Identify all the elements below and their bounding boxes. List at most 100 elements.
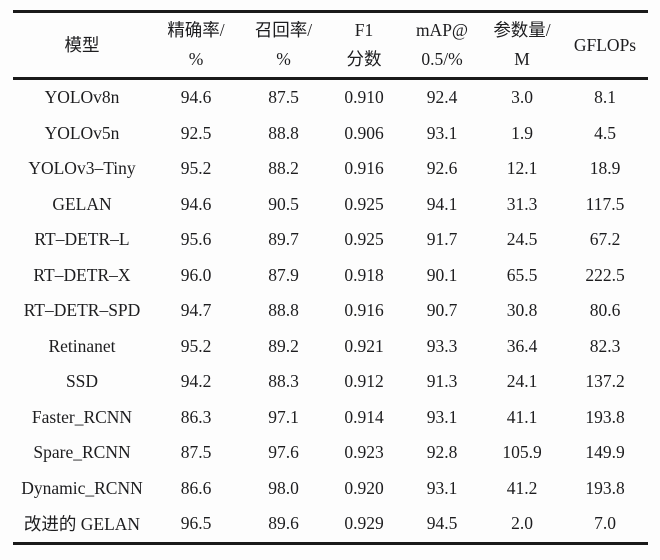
table-cell: 0.910 bbox=[344, 87, 384, 108]
table-cell: 94.7 bbox=[180, 300, 212, 321]
table-cell: 105.9 bbox=[502, 442, 542, 463]
table-cell: 88.2 bbox=[268, 158, 299, 179]
table-row: SSD 94.2 88.3 0.912 91.3 24.1 137.2 bbox=[13, 364, 648, 400]
table-cell: 0.921 bbox=[344, 335, 384, 356]
table-cell: 98.0 bbox=[268, 477, 299, 498]
table-cell: 0.923 bbox=[344, 442, 384, 463]
table-cell: 94.6 bbox=[180, 193, 212, 214]
table-row: YOLOv3–Tiny 95.2 88.2 0.916 92.6 12.1 18… bbox=[13, 151, 648, 187]
header-label: % bbox=[188, 49, 204, 69]
table-cell: 0.914 bbox=[344, 406, 384, 427]
header-cell-params: 参数量/ M bbox=[482, 13, 562, 77]
table-cell: 0.920 bbox=[344, 477, 384, 498]
table-cell: 31.3 bbox=[506, 193, 538, 214]
header-cell-f1: F1 分数 bbox=[326, 13, 402, 77]
table-row: 改进的 GELAN 96.5 89.6 0.929 94.5 2.0 7.0 bbox=[13, 506, 648, 542]
table-cell: 0.925 bbox=[344, 229, 384, 250]
model-name-cell: RT–DETR–L bbox=[34, 229, 130, 250]
table-top-rule bbox=[13, 10, 648, 13]
table-cell: 4.5 bbox=[594, 122, 616, 143]
table-cell: 41.2 bbox=[506, 477, 538, 498]
table-cell: 96.5 bbox=[180, 513, 212, 534]
table-cell: 0.916 bbox=[344, 300, 384, 321]
table-cell: 90.5 bbox=[268, 193, 299, 214]
table-cell: 0.918 bbox=[344, 264, 384, 285]
header-label: 参数量/ bbox=[493, 20, 551, 40]
table-cell: 97.6 bbox=[268, 442, 299, 463]
table-cell: 88.3 bbox=[268, 371, 299, 392]
header-label: mAP@ bbox=[415, 20, 469, 40]
table-cell: 89.6 bbox=[268, 513, 299, 534]
header-label: 精确率/ bbox=[167, 20, 225, 40]
table-cell: 36.4 bbox=[506, 335, 538, 356]
model-name-cell: Faster_RCNN bbox=[31, 406, 133, 427]
model-name-cell: RT–DETR–X bbox=[33, 264, 131, 285]
table-row: RT–DETR–SPD 94.7 88.8 0.916 90.7 30.8 80… bbox=[13, 293, 648, 329]
table-cell: 41.1 bbox=[506, 406, 538, 427]
table-cell: 0.925 bbox=[344, 193, 384, 214]
table-cell: 1.9 bbox=[511, 122, 533, 143]
table-cell: 0.912 bbox=[344, 371, 384, 392]
table-cell: 193.8 bbox=[585, 477, 625, 498]
header-label: F1 bbox=[354, 20, 374, 40]
table-body: YOLOv8n 94.6 87.5 0.910 92.4 3.0 8.1 YOL… bbox=[13, 80, 648, 542]
model-name-cell: Spare_RCNN bbox=[33, 442, 131, 463]
table-cell: 0.916 bbox=[344, 158, 384, 179]
table-cell: 137.2 bbox=[585, 371, 625, 392]
table-row: Faster_RCNN 86.3 97.1 0.914 93.1 41.1 19… bbox=[13, 400, 648, 436]
table-cell: 0.906 bbox=[344, 122, 384, 143]
model-name-cell: YOLOv8n bbox=[44, 87, 120, 108]
model-name-cell: 改进的 GELAN bbox=[23, 514, 141, 535]
table-cell: 92.8 bbox=[426, 442, 458, 463]
table-cell: 12.1 bbox=[506, 158, 538, 179]
table-cell: 24.1 bbox=[506, 371, 538, 392]
table-cell: 93.1 bbox=[426, 122, 458, 143]
table-cell: 96.0 bbox=[180, 264, 212, 285]
model-name-cell: YOLOv5n bbox=[44, 122, 120, 143]
table-cell: 93.3 bbox=[426, 335, 458, 356]
table-cell: 7.0 bbox=[594, 513, 616, 534]
table-cell: 95.2 bbox=[180, 158, 212, 179]
table-cell: 0.929 bbox=[344, 513, 384, 534]
table-cell: 65.5 bbox=[506, 264, 538, 285]
table-cell: 92.5 bbox=[180, 122, 212, 143]
header-label: 分数 bbox=[346, 49, 382, 69]
model-name-cell: Retinanet bbox=[48, 335, 116, 356]
table-cell: 24.5 bbox=[506, 229, 538, 250]
header-label: 模型 bbox=[64, 34, 100, 55]
header-cell-gflops: GFLOPs bbox=[562, 13, 648, 77]
header-label: M bbox=[514, 49, 530, 69]
table-cell: 90.7 bbox=[426, 300, 458, 321]
table-cell: 88.8 bbox=[268, 122, 299, 143]
table-cell: 149.9 bbox=[585, 442, 625, 463]
table-cell: 87.5 bbox=[180, 442, 212, 463]
header-cell-recall: 召回率/ % bbox=[241, 13, 326, 77]
header-label: 0.5/% bbox=[421, 49, 463, 69]
table-cell: 86.6 bbox=[180, 477, 212, 498]
table-cell: 80.6 bbox=[589, 300, 621, 321]
header-label: % bbox=[276, 49, 291, 69]
table-row: YOLOv5n 92.5 88.8 0.906 93.1 1.9 4.5 bbox=[13, 116, 648, 152]
table-cell: 8.1 bbox=[594, 87, 616, 108]
table-row: Spare_RCNN 87.5 97.6 0.923 92.8 105.9 14… bbox=[13, 435, 648, 471]
table-cell: 91.7 bbox=[426, 229, 458, 250]
table-cell: 89.2 bbox=[268, 335, 299, 356]
table-row: RT–DETR–L 95.6 89.7 0.925 91.7 24.5 67.2 bbox=[13, 222, 648, 258]
results-table: 模型 精确率/ % 召回率/ % F1 分数 mAP@ 0.5/% 参数量/ M bbox=[13, 10, 648, 545]
table-cell: 193.8 bbox=[585, 406, 625, 427]
table-cell: 82.3 bbox=[589, 335, 621, 356]
model-name-cell: SSD bbox=[65, 371, 99, 392]
table-cell: 91.3 bbox=[426, 371, 458, 392]
model-name-cell: Dynamic_RCNN bbox=[21, 477, 143, 498]
model-name-cell: RT–DETR–SPD bbox=[23, 300, 141, 321]
table-cell: 93.1 bbox=[426, 477, 458, 498]
table-cell: 93.1 bbox=[426, 406, 458, 427]
model-name-cell: YOLOv3–Tiny bbox=[28, 158, 136, 179]
table-cell: 95.2 bbox=[180, 335, 212, 356]
table-cell: 94.6 bbox=[180, 87, 212, 108]
table-row: Dynamic_RCNN 86.6 98.0 0.920 93.1 41.2 1… bbox=[13, 471, 648, 507]
table-cell: 87.5 bbox=[268, 87, 299, 108]
table-cell: 94.2 bbox=[180, 371, 212, 392]
table-header: 模型 精确率/ % 召回率/ % F1 分数 mAP@ 0.5/% 参数量/ M bbox=[13, 13, 648, 77]
